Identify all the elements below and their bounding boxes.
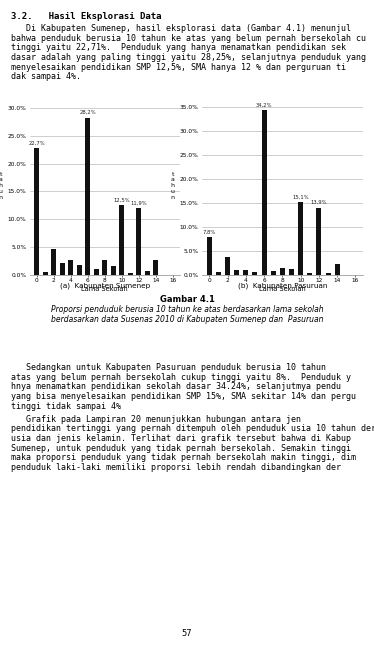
Text: Grafik pada Lampiran 20 menunjukkan hubungan antara jen: Grafik pada Lampiran 20 menunjukkan hubu…: [11, 415, 301, 424]
Bar: [335, 264, 340, 275]
Bar: [325, 273, 331, 275]
Bar: [243, 270, 248, 275]
Bar: [68, 260, 73, 275]
Bar: [145, 271, 150, 275]
Text: usia dan jenis kelamin. Terlihat dari grafik tersebut bahwa di Kabup: usia dan jenis kelamin. Terlihat dari gr…: [11, 434, 351, 443]
Bar: [216, 272, 221, 275]
Text: Di Kabupaten Sumenep, hasil eksplorasi data (Gambar 4.1) menunjul: Di Kabupaten Sumenep, hasil eksplorasi d…: [26, 24, 351, 33]
Text: 15,1%: 15,1%: [292, 194, 309, 200]
Bar: [207, 237, 212, 275]
Bar: [85, 118, 90, 275]
Bar: [137, 209, 141, 275]
Bar: [261, 110, 267, 275]
Text: atas yang belum pernah bersekolah cukup tinggi yaitu 8%.  Penduduk y: atas yang belum pernah bersekolah cukup …: [11, 373, 351, 382]
Bar: [225, 257, 230, 275]
Text: maka proporsi penduduk yang tidak pernah bersekolah makin tinggi, dim: maka proporsi penduduk yang tidak pernah…: [11, 453, 356, 463]
Text: 7,8%: 7,8%: [203, 229, 216, 234]
Bar: [153, 260, 158, 275]
Bar: [77, 265, 82, 275]
Bar: [234, 270, 239, 275]
Text: bahwa penduduk berusia 10 tahun ke atas yang belum pernah bersekolah cu: bahwa penduduk berusia 10 tahun ke atas …: [11, 34, 366, 43]
Bar: [119, 205, 124, 275]
Text: tinggi yaitu 22,71%.  Penduduk yang hanya menamatkan pendidikan sek: tinggi yaitu 22,71%. Penduduk yang hanya…: [11, 43, 346, 52]
Bar: [280, 268, 285, 275]
Text: hnya menamatkan pendidikan sekolah dasar 34.24%, selanjutmya pendu: hnya menamatkan pendidikan sekolah dasar…: [11, 382, 341, 391]
Bar: [307, 273, 312, 275]
Text: (b)  Kabupaten Pasuruan: (b) Kabupaten Pasuruan: [238, 283, 327, 289]
Bar: [289, 269, 294, 275]
Text: 11,9%: 11,9%: [131, 201, 147, 206]
Y-axis label: t
a
h
u
n: t a h u n: [0, 172, 3, 200]
Text: penduduk laki-laki memiliki proporsi lebih rendah dibandingkan der: penduduk laki-laki memiliki proporsi leb…: [11, 463, 341, 472]
Bar: [298, 202, 303, 275]
Y-axis label: t
a
h
u
n: t a h u n: [171, 172, 175, 200]
X-axis label: Lama Sekolah: Lama Sekolah: [82, 286, 128, 292]
Text: dasar adalah yang paling tinggi yaitu 28,25%, selanjutnya penduduk yang: dasar adalah yang paling tinggi yaitu 28…: [11, 53, 366, 62]
Bar: [102, 260, 107, 275]
Text: dak sampai 4%.: dak sampai 4%.: [11, 72, 81, 81]
Text: tinggi tidak sampai 4%: tinggi tidak sampai 4%: [11, 402, 121, 411]
Bar: [51, 249, 56, 275]
Text: Proporsi penduduk berusia 10 tahun ke atas berdasarkan lama sekolah: Proporsi penduduk berusia 10 tahun ke at…: [51, 305, 323, 314]
Text: 3.2.   Hasil Eksplorasi Data: 3.2. Hasil Eksplorasi Data: [11, 12, 162, 21]
Bar: [128, 273, 132, 275]
Text: 12,5%: 12,5%: [113, 198, 130, 202]
Text: 57: 57: [182, 629, 192, 638]
Text: menyelesaikan pendidikan SMP 12,5%, SMA hanya 12 % dan perguruan ti: menyelesaikan pendidikan SMP 12,5%, SMA …: [11, 63, 346, 72]
Bar: [252, 272, 257, 275]
Bar: [94, 269, 99, 275]
Bar: [316, 208, 321, 275]
Text: 28,2%: 28,2%: [79, 110, 96, 115]
Text: 22,7%: 22,7%: [28, 141, 45, 146]
Bar: [34, 149, 39, 275]
Bar: [111, 266, 116, 275]
Text: Sedangkan untuk Kabupaten Pasuruan penduduk berusia 10 tahun: Sedangkan untuk Kabupaten Pasuruan pendu…: [11, 363, 326, 372]
Bar: [60, 263, 65, 275]
Bar: [43, 272, 47, 275]
Text: Sumenep, untuk penduduk yang tidak pernah bersekolah. Semakin tinggi: Sumenep, untuk penduduk yang tidak perna…: [11, 444, 351, 453]
Text: yang bisa menyelesaikan pendidikan SMP 15%, SMA sekitar 14% dan pergu: yang bisa menyelesaikan pendidikan SMP 1…: [11, 392, 356, 401]
Text: 13,9%: 13,9%: [311, 200, 327, 205]
Bar: [271, 271, 276, 275]
Text: (a)  Kabupaten Sumenep: (a) Kabupaten Sumenep: [59, 283, 150, 289]
Text: pendidikan tertinggi yang pernah ditempuh oleh penduduk usia 10 tahun der: pendidikan tertinggi yang pernah ditempu…: [11, 424, 374, 433]
Text: 34,2%: 34,2%: [256, 103, 272, 107]
X-axis label: Lama Sekolah: Lama Sekolah: [259, 286, 306, 292]
Text: berdasarkan data Susenas 2010 di Kabupaten Sumenep dan  Pasuruan: berdasarkan data Susenas 2010 di Kabupat…: [51, 315, 323, 324]
Text: Gambar 4.1: Gambar 4.1: [160, 295, 214, 304]
